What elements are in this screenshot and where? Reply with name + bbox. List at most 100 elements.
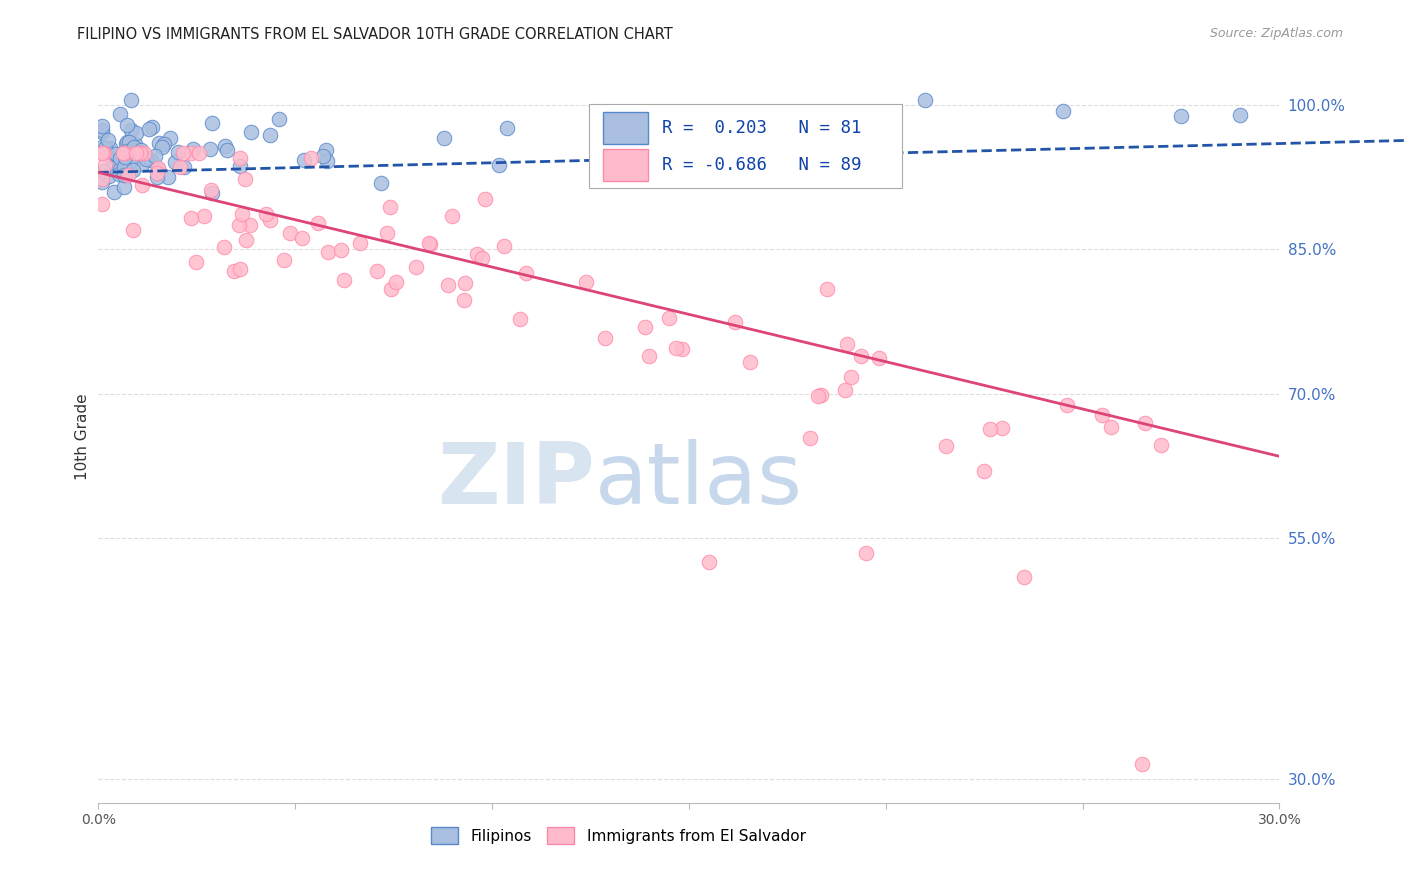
- Point: [181, 142, 204, 156]
- Point: [141, 120, 163, 135]
- Point: [665, 341, 688, 355]
- Point: [169, 160, 191, 174]
- Point: [1056, 398, 1078, 412]
- Point: [810, 387, 832, 401]
- Point: [292, 153, 315, 168]
- Point: [515, 267, 537, 281]
- Point: [139, 153, 162, 167]
- Point: [235, 233, 257, 247]
- Point: [1229, 108, 1251, 122]
- Point: [200, 183, 222, 197]
- Point: [98, 141, 121, 155]
- Text: R =  0.203   N = 81: R = 0.203 N = 81: [662, 119, 862, 136]
- Point: [124, 136, 146, 151]
- Point: [1052, 104, 1074, 119]
- Point: [278, 227, 301, 241]
- Point: [229, 159, 252, 173]
- Bar: [603, 112, 648, 144]
- Point: [138, 122, 160, 136]
- Point: [91, 140, 114, 154]
- Point: [441, 209, 464, 223]
- Point: [228, 152, 250, 166]
- Text: ZIP: ZIP: [437, 440, 595, 523]
- Point: [299, 151, 322, 165]
- Point: [186, 255, 208, 269]
- Point: [98, 169, 121, 184]
- Point: [316, 153, 339, 168]
- Point: [93, 146, 115, 161]
- Point: [586, 164, 609, 178]
- Point: [122, 142, 145, 156]
- Point: [115, 135, 138, 149]
- Point: [143, 149, 166, 163]
- Point: [453, 293, 475, 308]
- Point: [488, 158, 510, 172]
- Point: [229, 261, 252, 276]
- Point: [849, 349, 872, 363]
- Point: [370, 176, 392, 190]
- Point: [240, 125, 263, 139]
- Point: [112, 168, 135, 182]
- Point: [146, 169, 169, 184]
- Point: [316, 244, 339, 259]
- Point: [697, 555, 720, 569]
- Point: [135, 152, 157, 166]
- Point: [855, 545, 877, 559]
- Point: [239, 219, 262, 233]
- Point: [167, 145, 190, 159]
- Point: [474, 192, 496, 206]
- Text: atlas: atlas: [595, 440, 803, 523]
- Point: [129, 146, 152, 161]
- Point: [433, 131, 456, 145]
- Point: [1099, 419, 1122, 434]
- Point: [117, 169, 139, 183]
- Point: [405, 260, 427, 274]
- Point: [134, 146, 156, 161]
- Point: [117, 118, 139, 132]
- Point: [103, 159, 125, 173]
- Point: [815, 282, 838, 296]
- Point: [165, 155, 187, 169]
- Point: [235, 171, 257, 186]
- Text: FILIPINO VS IMMIGRANTS FROM EL SALVADOR 10TH GRADE CORRELATION CHART: FILIPINO VS IMMIGRANTS FROM EL SALVADOR …: [77, 27, 673, 42]
- Point: [291, 231, 314, 245]
- Point: [193, 209, 215, 223]
- Point: [329, 244, 352, 258]
- Point: [312, 149, 335, 163]
- Point: [436, 277, 458, 292]
- Point: [465, 247, 488, 261]
- Point: [120, 154, 142, 169]
- Point: [159, 131, 181, 145]
- Point: [215, 143, 238, 157]
- Point: [259, 128, 281, 142]
- Point: [180, 146, 202, 161]
- Point: [419, 237, 441, 252]
- Point: [110, 106, 132, 120]
- Point: [366, 264, 388, 278]
- Point: [114, 150, 136, 164]
- Point: [122, 223, 145, 237]
- Point: [91, 125, 114, 139]
- Point: [91, 119, 114, 133]
- Point: [200, 142, 222, 156]
- Point: [156, 169, 179, 184]
- Point: [122, 162, 145, 177]
- Point: [835, 337, 858, 351]
- Point: [621, 144, 644, 158]
- Point: [254, 206, 277, 220]
- Point: [118, 136, 141, 150]
- Point: [259, 213, 281, 227]
- Point: [973, 464, 995, 478]
- FancyBboxPatch shape: [589, 104, 901, 188]
- Point: [349, 235, 371, 250]
- Point: [839, 370, 862, 384]
- Point: [112, 160, 135, 174]
- Point: [991, 420, 1014, 434]
- Point: [214, 138, 236, 153]
- Point: [148, 136, 170, 150]
- Point: [307, 216, 329, 230]
- Point: [108, 161, 131, 176]
- Point: [495, 121, 517, 136]
- Point: [509, 311, 531, 326]
- Point: [91, 123, 114, 137]
